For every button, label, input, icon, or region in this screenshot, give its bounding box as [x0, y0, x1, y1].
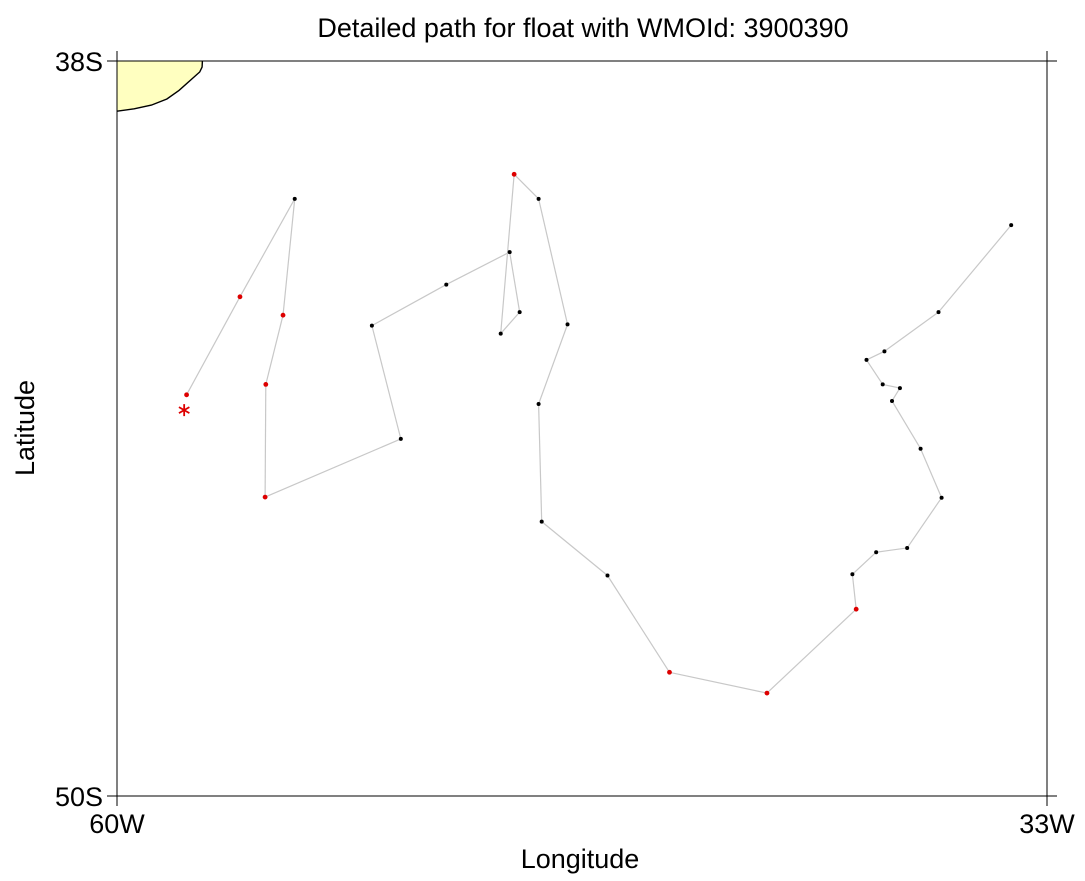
x-tick-label: 33W [1019, 809, 1075, 839]
path-segment [866, 350, 885, 361]
profile-point [498, 331, 503, 336]
flagged-profile-point [280, 312, 286, 318]
profile-point [905, 545, 910, 550]
flagged-profile-point [853, 606, 859, 612]
y-tick-label: 50S [55, 782, 103, 812]
path-segment [264, 438, 402, 498]
profile-point [1009, 223, 1014, 228]
path-segment [851, 551, 877, 575]
deploy-marker-layer [178, 404, 190, 417]
path-segment [538, 324, 569, 405]
flagged-profile-point [184, 392, 189, 398]
path-segment [884, 311, 939, 352]
profile-point [864, 357, 869, 362]
profile-point [292, 196, 297, 201]
profile-point [507, 250, 512, 255]
profile-point [850, 572, 855, 577]
profile-point [369, 323, 374, 328]
profile-point [398, 436, 403, 441]
path-segment [186, 296, 241, 396]
y-tick-label: 38S [55, 47, 103, 77]
path-segment [538, 198, 569, 325]
profile-point [918, 446, 923, 451]
coastline [116, 60, 204, 112]
flagged-profile-point [237, 294, 243, 300]
float-path-layer [186, 173, 1012, 694]
path-segment [891, 400, 922, 450]
profile-point [536, 196, 541, 201]
land-layer [116, 60, 204, 112]
profile-point [897, 386, 902, 391]
path-segment [371, 325, 402, 440]
flagged-profile-point [764, 690, 770, 696]
profile-point [939, 495, 944, 500]
flagged-profile-point [667, 669, 672, 675]
profile-point [936, 310, 941, 315]
x-axis-label: Longitude [521, 844, 640, 874]
path-segment [851, 574, 857, 610]
path-segment [239, 198, 296, 298]
flagged-profile-point [511, 171, 517, 177]
chart-title: Detailed path for float with WMOId: 3900… [317, 13, 848, 43]
path-segment [513, 173, 540, 200]
profile-point [874, 550, 879, 555]
profile-point [565, 322, 570, 327]
profile-point [890, 398, 894, 403]
profile-point [880, 382, 885, 387]
axis-ticks-layer: 60W 33W 38S 50S [55, 47, 1075, 839]
path-segment [882, 383, 901, 389]
path-segment [500, 174, 515, 334]
path-segment [282, 198, 296, 316]
path-segment [606, 575, 670, 673]
path-segment [920, 448, 943, 498]
profile-point [517, 310, 522, 315]
plot-frame [116, 60, 1048, 797]
path-segment [891, 387, 901, 402]
profile-points-layer [184, 171, 1014, 696]
path-segment [371, 284, 447, 327]
profile-point [444, 282, 449, 287]
profile-point [882, 349, 887, 354]
path-segment [876, 547, 908, 553]
profile-point [536, 402, 541, 406]
path-segment [446, 251, 510, 286]
profile-point [539, 519, 544, 524]
deploy-marker-stroke [178, 406, 190, 414]
flagged-profile-point [262, 494, 268, 500]
path-segment [541, 521, 608, 576]
path-segment [938, 224, 1012, 313]
path-segment [669, 671, 768, 694]
y-axis-label: Latitude [10, 380, 40, 476]
flagged-profile-point [263, 382, 269, 387]
x-tick-label: 60W [89, 809, 145, 839]
path-segment [264, 384, 267, 498]
path-segment [500, 311, 521, 334]
land-area [117, 61, 203, 112]
path-segment [866, 359, 884, 385]
path-segment [265, 315, 284, 385]
path-segment [538, 403, 543, 522]
path-segment [766, 608, 857, 694]
profile-point [605, 573, 610, 578]
deploy-position-marker [178, 404, 190, 417]
path-segment [509, 252, 521, 313]
path-segment [906, 497, 943, 549]
